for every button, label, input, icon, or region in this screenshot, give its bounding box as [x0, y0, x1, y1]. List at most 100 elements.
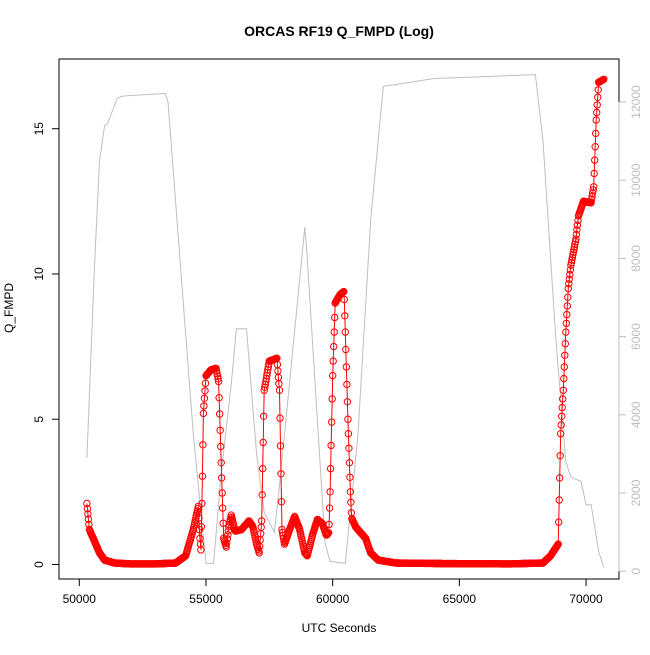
data-point [558, 412, 566, 420]
x-axis-label: UTC Seconds [302, 621, 377, 635]
data-point [572, 235, 580, 243]
data-point [342, 363, 350, 371]
data-point [328, 395, 336, 403]
data-point [344, 430, 353, 438]
data-point [326, 488, 334, 496]
data-point [560, 363, 568, 371]
data-point [559, 395, 567, 403]
data-point [559, 386, 567, 394]
data-point [557, 421, 565, 429]
data-point [260, 412, 268, 420]
data-point [276, 414, 284, 422]
data-point [600, 75, 608, 84]
primary-series [83, 75, 608, 568]
data-point [195, 514, 203, 522]
data-point [276, 442, 285, 450]
x-tick-label: 65000 [443, 592, 477, 606]
data-point [343, 398, 352, 406]
y2-tick-label: 4000 [629, 401, 643, 428]
data-point [223, 535, 232, 543]
data-point [594, 93, 602, 102]
data-point [223, 539, 231, 547]
data-point [558, 403, 566, 412]
secondary-series-line [86, 74, 605, 568]
data-point [343, 380, 351, 389]
data-point [259, 438, 267, 447]
data-point [570, 245, 578, 254]
data-point [589, 186, 597, 194]
x-tick-label: 70000 [569, 592, 603, 606]
data-point [213, 372, 222, 380]
data-point [340, 295, 348, 304]
data-point [592, 129, 600, 138]
data-point [217, 442, 225, 451]
data-point [567, 261, 575, 269]
data-point [566, 266, 574, 274]
data-point [563, 310, 571, 319]
data-point [214, 375, 222, 383]
y2-tick-label: 8000 [629, 245, 643, 272]
data-point [573, 221, 582, 229]
data-point [224, 531, 232, 539]
data-point [593, 101, 601, 109]
data-point [198, 499, 206, 508]
data-point [199, 409, 208, 418]
y2-tick-label: 12000 [629, 85, 643, 119]
data-point [275, 386, 284, 394]
data-point [201, 379, 210, 387]
data-point [570, 243, 579, 251]
data-point [84, 515, 93, 523]
data-point [555, 518, 563, 526]
data-point [555, 496, 563, 504]
data-point [258, 491, 266, 499]
data-point [569, 248, 578, 256]
data-point [277, 470, 285, 478]
data-point [561, 351, 569, 359]
data-point [219, 504, 227, 512]
data-point [329, 371, 337, 380]
y-axis: 0 5 10 15 [32, 122, 60, 568]
data-point [218, 489, 226, 497]
data-point [218, 474, 226, 482]
data-point [84, 510, 92, 518]
data-point [572, 230, 581, 239]
data-point [591, 156, 599, 164]
data-point [324, 529, 333, 537]
data-point [327, 441, 335, 450]
data-point [594, 86, 602, 94]
x-tick-label: 55000 [189, 592, 223, 606]
secondary-y-axis: 0 2000 4000 6000 8000 10000 12000 [618, 85, 643, 575]
x-axis: 50000 55000 60000 65000 70000 [63, 578, 603, 606]
y-tick-label: 0 [32, 561, 46, 568]
data-point [567, 258, 576, 267]
data-point [347, 498, 355, 506]
data-point [571, 240, 579, 249]
x-tick-label: 60000 [316, 592, 350, 606]
data-point [556, 474, 564, 482]
data-point [330, 328, 338, 336]
data-point [564, 293, 572, 301]
data-point [328, 418, 336, 426]
data-point [325, 504, 334, 512]
data-point [591, 143, 599, 151]
y-tick-label: 10 [32, 267, 46, 281]
data-point [590, 183, 598, 191]
data-point [571, 238, 580, 246]
data-point [330, 342, 338, 351]
data-point [557, 430, 565, 438]
data-point [216, 426, 224, 434]
data-point [566, 270, 574, 279]
chart-title: ORCAS RF19 Q_FMPD (Log) [244, 23, 434, 39]
data-point [222, 543, 230, 551]
data-point [592, 116, 600, 124]
y2-tick-label: 2000 [629, 479, 643, 506]
data-point [83, 505, 92, 513]
data-point [346, 488, 355, 496]
y2-tick-label: 0 [629, 568, 643, 575]
data-point [199, 441, 207, 449]
data-point [554, 540, 562, 548]
data-point [560, 374, 568, 383]
data-point [593, 108, 601, 117]
